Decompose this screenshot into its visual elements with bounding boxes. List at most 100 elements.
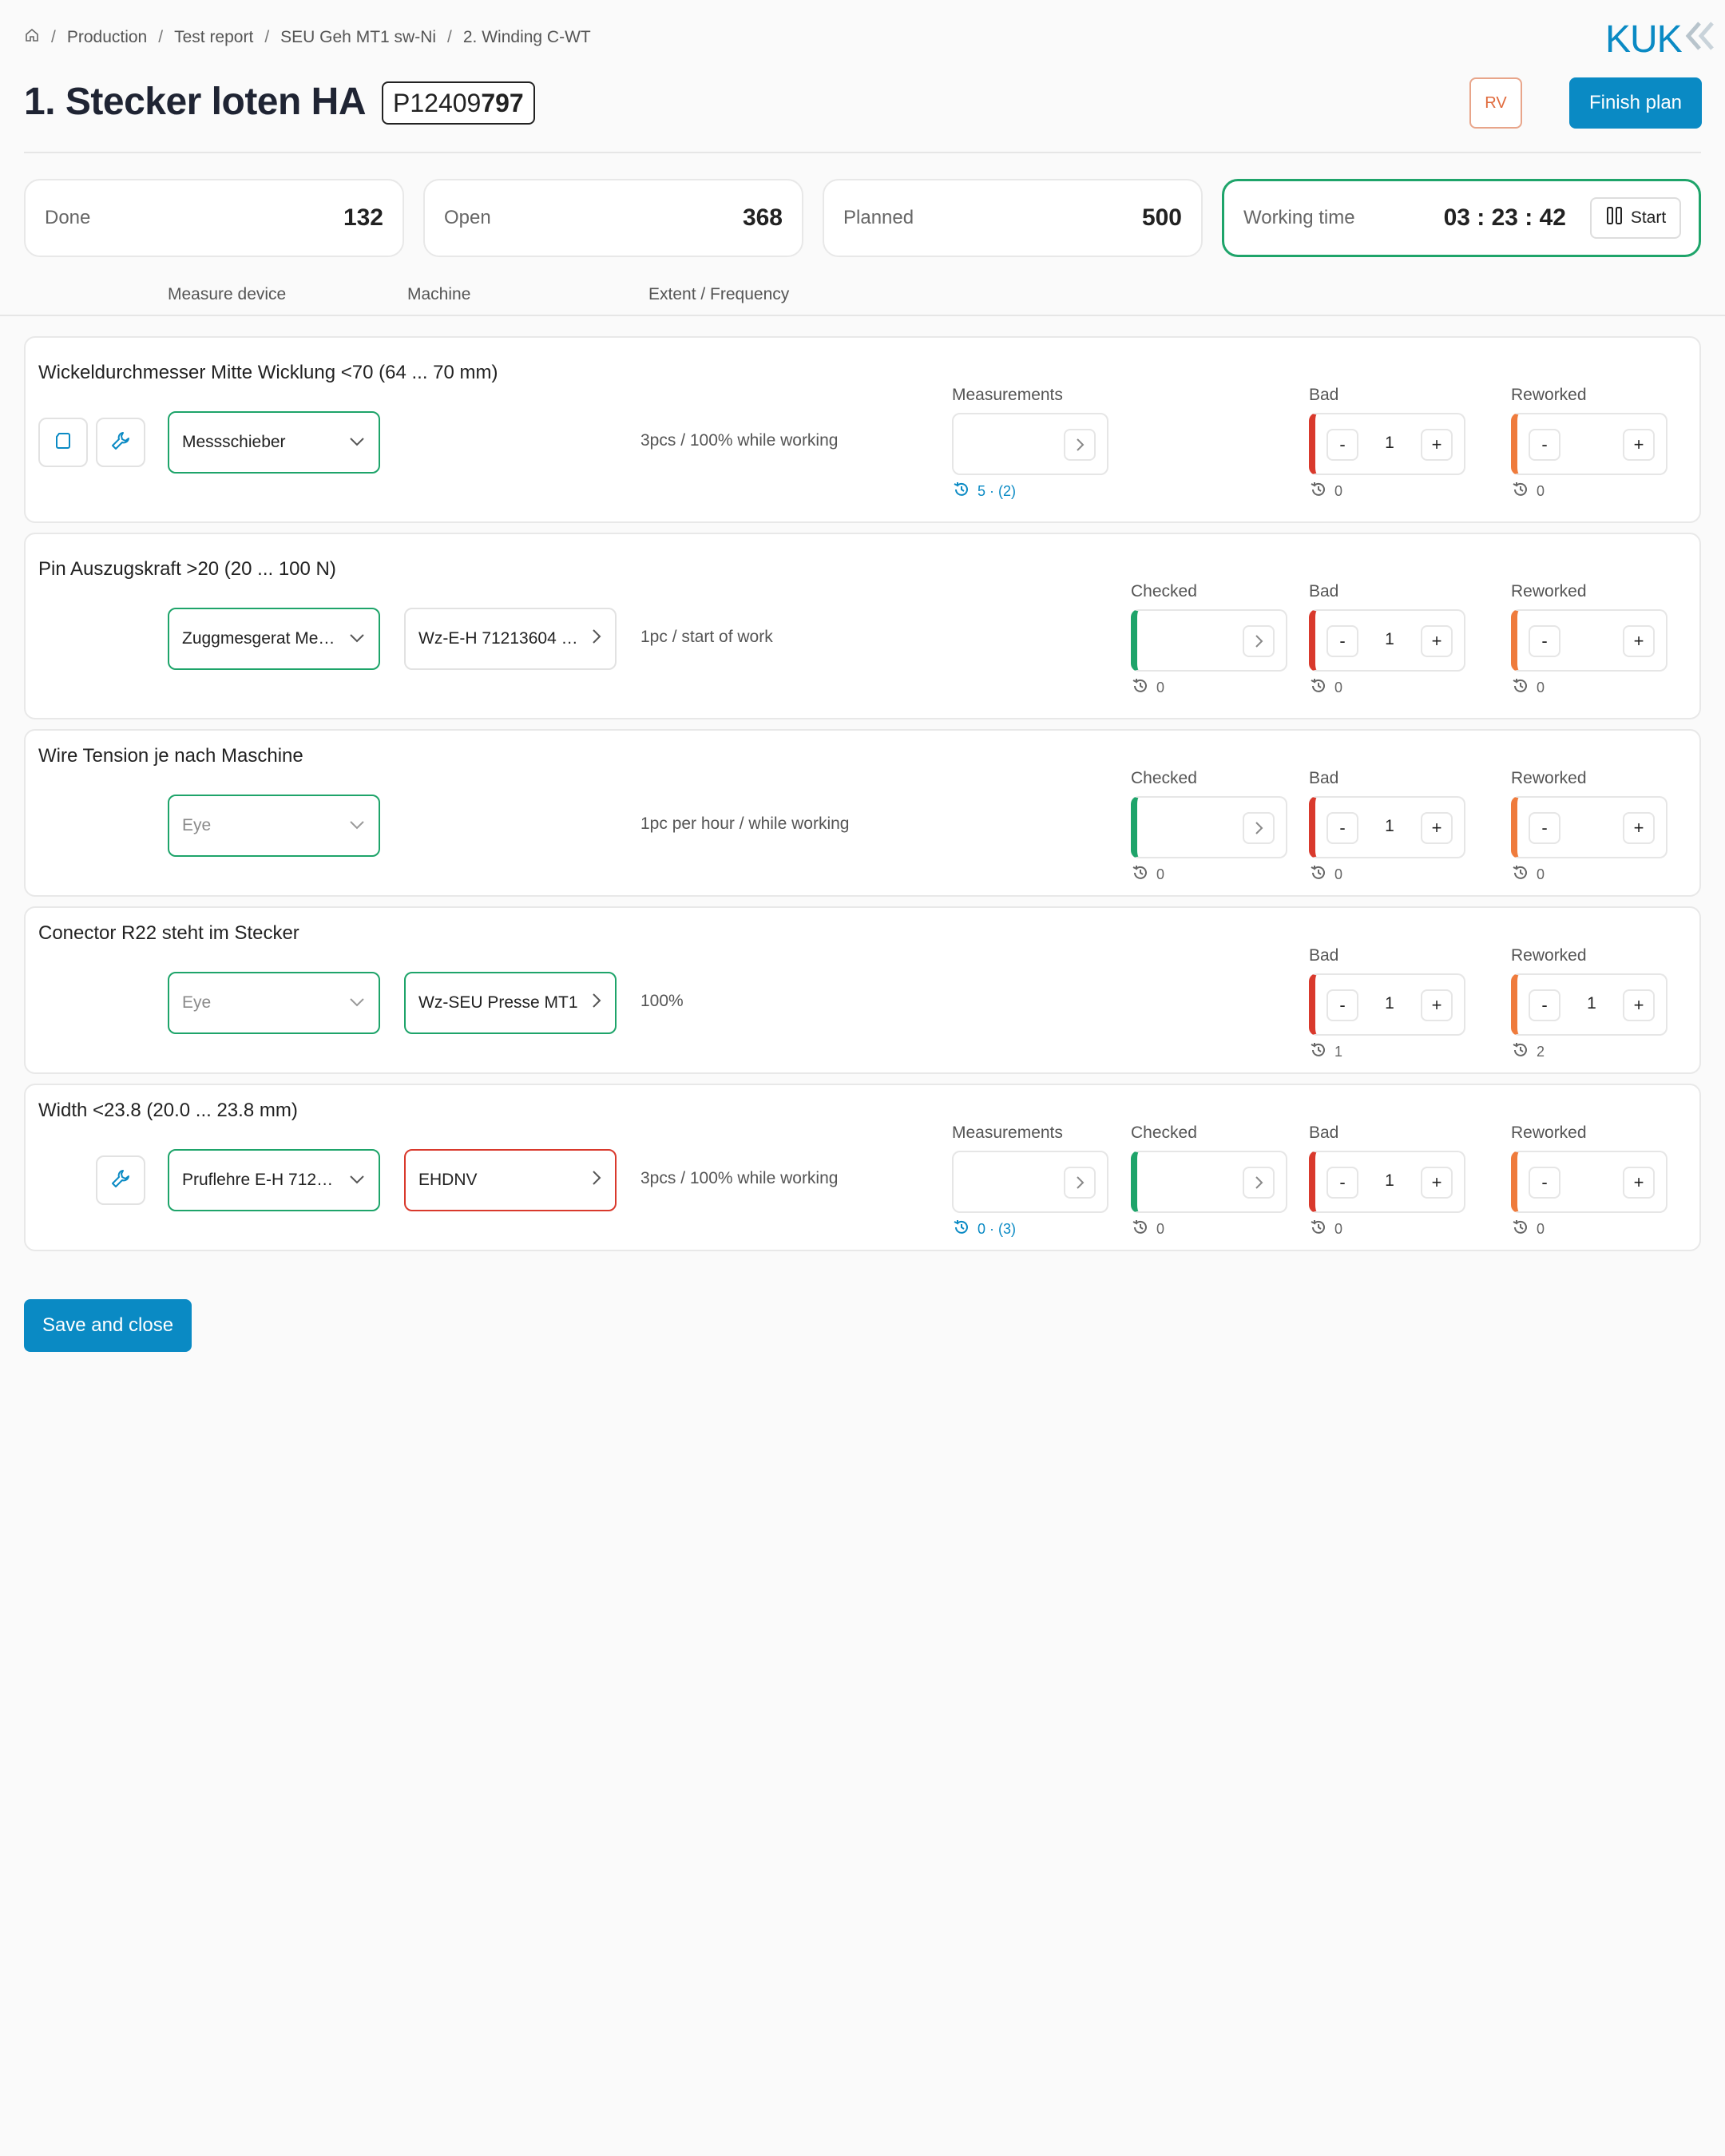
bad-stepper[interactable]: - 1 + [1309,413,1465,475]
bad-stepper[interactable]: - 1 + [1309,609,1465,672]
tool-button[interactable] [96,1155,145,1205]
checked-input[interactable] [1131,609,1287,672]
increment-button[interactable]: + [1623,625,1655,657]
measurements-history[interactable]: 0 · (3) [952,1218,1016,1241]
increment-button[interactable]: + [1421,989,1453,1021]
bad-count[interactable]: 1 [1385,434,1394,452]
tool-button[interactable] [96,418,145,467]
machine-select[interactable]: EHDNV [404,1149,617,1211]
measure-device-select[interactable]: Eye [168,972,380,1034]
reworked-history[interactable]: 0 [1511,676,1545,700]
increment-button[interactable]: + [1623,989,1655,1021]
device-info-button[interactable] [38,418,88,467]
measure-device-select[interactable]: Eye [168,795,380,857]
chevron-right-icon[interactable] [1064,429,1096,461]
increment-button[interactable]: + [1421,812,1453,844]
bad-stepper[interactable]: - 1 + [1309,796,1465,858]
rv-button[interactable]: RV [1469,77,1522,129]
start-timer-button[interactable]: Start [1590,197,1681,239]
reworked-stepper[interactable]: - + [1511,796,1668,858]
reworked-stepper[interactable]: - + [1511,1151,1668,1213]
reworked-history[interactable]: 0 [1511,1218,1545,1241]
measure-device-select[interactable]: Pruflehre E-H 71213604 [168,1149,380,1211]
save-and-close-button[interactable]: Save and close [24,1299,192,1352]
reworked-history[interactable]: 0 [1511,480,1545,503]
breadcrumb-item-test-report[interactable]: Test report [174,28,254,46]
reworked-stepper[interactable]: - + [1511,609,1668,672]
checked-history[interactable]: 0 [1131,1218,1164,1241]
reworked-history[interactable]: 2 [1511,1040,1545,1064]
checked-history[interactable]: 0 [1131,863,1164,886]
chevron-right-icon [591,628,602,650]
bad-label: Bad [1309,1124,1339,1142]
inspection-row: Conector R22 steht im Stecker Eye Wz-SEU… [24,906,1701,1074]
measurements-history[interactable]: 5 · (2) [952,480,1016,503]
reworked-stepper[interactable]: - 1 + [1511,973,1668,1036]
bad-count[interactable]: 1 [1385,994,1394,1013]
divider [0,315,1725,316]
reworked-stepper[interactable]: - + [1511,413,1668,475]
decrement-button[interactable]: - [1529,1167,1560,1199]
bad-history[interactable]: 0 [1309,676,1342,700]
checked-input[interactable] [1131,1151,1287,1213]
finish-plan-button[interactable]: Finish plan [1569,77,1702,129]
bad-count[interactable]: 1 [1385,817,1394,835]
bad-count[interactable]: 1 [1385,1171,1394,1190]
breadcrumb-item-seu-geh[interactable]: SEU Geh MT1 sw-Ni [280,28,437,46]
chevron-right-icon[interactable] [1243,812,1275,844]
measurements-input[interactable] [952,1151,1108,1213]
breadcrumb-item-production[interactable]: Production [66,28,148,46]
reworked-count[interactable]: 1 [1587,994,1596,1013]
increment-button[interactable]: + [1623,429,1655,461]
decrement-button[interactable]: - [1326,1167,1358,1199]
breadcrumb-separator: / [447,28,452,46]
chevron-right-icon[interactable] [1243,625,1275,657]
bad-history[interactable]: 1 [1309,1040,1342,1064]
measure-device-select[interactable]: Messschieber [168,411,380,474]
frequency-text: 3pcs / 100% while working [640,1169,839,1187]
increment-button[interactable]: + [1421,625,1453,657]
history-icon [1511,863,1530,886]
checked-input[interactable] [1131,796,1287,858]
history-icon [1131,1218,1150,1241]
increment-button[interactable]: + [1623,812,1655,844]
machine-select[interactable]: Wz-E-H 71213604 Presse [404,608,617,670]
measurements-input[interactable] [952,413,1108,475]
decrement-button[interactable]: - [1529,625,1560,657]
increment-button[interactable]: + [1421,1167,1453,1199]
bad-stepper[interactable]: - 1 + [1309,1151,1465,1213]
breadcrumb-item-winding[interactable]: 2. Winding C-WT [462,28,591,46]
decrement-button[interactable]: - [1326,429,1358,461]
reworked-history[interactable]: 0 [1511,863,1545,886]
decrement-button[interactable]: - [1326,812,1358,844]
history-icon [1131,863,1150,886]
breadcrumb: / Production / Test report / SEU Geh MT1… [24,27,591,48]
bad-history[interactable]: 0 [1309,1218,1342,1241]
stat-value: 500 [1141,204,1182,231]
decrement-button[interactable]: - [1326,989,1358,1021]
breadcrumb-separator: / [264,28,270,46]
history-icon [1511,1040,1530,1064]
measure-device-select[interactable]: Zuggmesgerat Mechanical [168,608,380,670]
history-icon [1309,676,1328,700]
chevron-right-icon[interactable] [1064,1167,1096,1199]
decrement-button[interactable]: - [1529,812,1560,844]
chevron-right-icon[interactable] [1243,1167,1275,1199]
history-icon [1309,863,1328,886]
increment-button[interactable]: + [1623,1167,1655,1199]
bad-stepper[interactable]: - 1 + [1309,973,1465,1036]
working-time-value: 03 : 23 : 42 [1443,204,1566,231]
home-icon[interactable] [24,27,40,48]
increment-button[interactable]: + [1421,429,1453,461]
decrement-button[interactable]: - [1529,989,1560,1021]
bad-history[interactable]: 0 [1309,480,1342,503]
stat-value: 132 [343,204,383,231]
checked-history[interactable]: 0 [1131,676,1164,700]
bad-history[interactable]: 0 [1309,863,1342,886]
reworked-label: Reworked [1511,1124,1587,1142]
decrement-button[interactable]: - [1326,625,1358,657]
bad-count[interactable]: 1 [1385,630,1394,648]
history-icon [1511,1218,1530,1241]
decrement-button[interactable]: - [1529,429,1560,461]
machine-select[interactable]: Wz-SEU Presse MT1 [404,972,617,1034]
